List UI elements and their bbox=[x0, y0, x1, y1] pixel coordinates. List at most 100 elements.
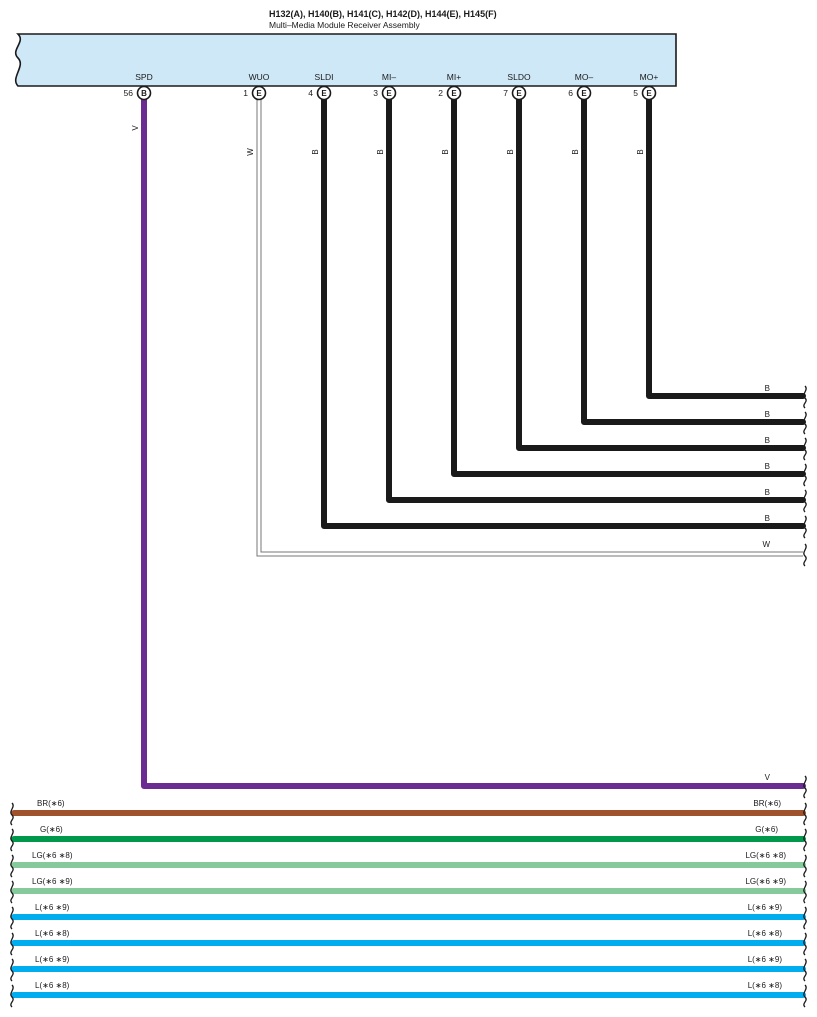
wire-mi-minus bbox=[386, 97, 806, 503]
pin-connector-letter: E bbox=[256, 89, 262, 98]
wire-break-icon bbox=[803, 906, 807, 930]
bus-label-right: L(∗6 ∗8) bbox=[748, 981, 783, 990]
exit-label-sldi: B bbox=[765, 514, 770, 523]
pin-name-mo-minus: MO– bbox=[575, 72, 594, 82]
wire-code-wuo: W bbox=[246, 148, 255, 156]
pin-circle-sldo: E bbox=[511, 85, 527, 101]
pin-number-mi-plus: 2 bbox=[438, 88, 443, 98]
wire-code-sldo: B bbox=[506, 149, 515, 154]
pin-numbers: 56 1 4 3 2 7 6 5 bbox=[124, 88, 639, 98]
wire-break-icon bbox=[10, 932, 14, 956]
wire-break-icon bbox=[10, 828, 14, 852]
pin-circle-mo-plus: E bbox=[641, 85, 657, 101]
wire-break-icon bbox=[10, 802, 14, 826]
pin-circle-sldi: E bbox=[316, 85, 332, 101]
pin-connector-letter: E bbox=[646, 89, 652, 98]
wire-break-icon bbox=[803, 775, 807, 799]
pin-circle-mi-plus: E bbox=[446, 85, 462, 101]
wire-color-codes: V W B B B B B B bbox=[131, 125, 645, 156]
wire-code-sldi: B bbox=[311, 149, 320, 154]
exit-label-mo-minus: B bbox=[765, 410, 770, 419]
wire-break-icon bbox=[803, 854, 807, 878]
exit-label-spd: V bbox=[765, 773, 771, 782]
exit-labels: B B B B B B W V bbox=[762, 384, 770, 782]
bus-label-left: G(∗6) bbox=[40, 825, 63, 834]
pin-connector-letter: E bbox=[581, 89, 587, 98]
wire-mo-minus bbox=[581, 97, 806, 425]
wire-break-icon bbox=[10, 958, 14, 982]
wire-break-icon bbox=[803, 802, 807, 826]
pin-name-mo-plus: MO+ bbox=[640, 72, 659, 82]
pin-names: SPD WUO SLDI MI– MI+ SLDO MO– MO+ bbox=[135, 72, 658, 82]
pin-connector-letter: B bbox=[141, 89, 147, 98]
wires-layer bbox=[10, 97, 807, 1008]
wire-code-mi-plus: B bbox=[441, 149, 450, 154]
pin-number-mo-plus: 5 bbox=[633, 88, 638, 98]
bus-label-left: L(∗6 ∗8) bbox=[35, 981, 70, 990]
pin-connector-letter: E bbox=[451, 89, 457, 98]
wire-code-mi-minus: B bbox=[376, 149, 385, 154]
pin-number-wuo: 1 bbox=[243, 88, 248, 98]
wire-break-icon bbox=[803, 932, 807, 956]
wire-break-icon bbox=[803, 463, 807, 487]
pin-name-mi-plus: MI+ bbox=[447, 72, 461, 82]
bus-label-left: L(∗6 ∗8) bbox=[35, 929, 70, 938]
wire-break-icon bbox=[803, 411, 807, 435]
exit-label-mo-plus: B bbox=[765, 384, 770, 393]
wire-break-icon bbox=[803, 543, 807, 567]
component-name: Multi–Media Module Receiver Assembly bbox=[269, 20, 420, 30]
connector-list: H132(A), H140(B), H141(C), H142(D), H144… bbox=[269, 9, 497, 19]
pin-circle-mi-minus: E bbox=[381, 85, 397, 101]
wire-break-icon bbox=[10, 984, 14, 1008]
bus-label-left: L(∗6 ∗9) bbox=[35, 955, 70, 964]
pin-number-spd: 56 bbox=[124, 88, 134, 98]
bus-label-right: L(∗6 ∗9) bbox=[748, 955, 783, 964]
wire-break-icon bbox=[803, 880, 807, 904]
bus-label-right: G(∗6) bbox=[755, 825, 778, 834]
pin-number-mi-minus: 3 bbox=[373, 88, 378, 98]
bus-label-right: LG(∗6 ∗9) bbox=[745, 877, 786, 886]
wire-break-icon bbox=[803, 828, 807, 852]
bus-label-right: L(∗6 ∗9) bbox=[748, 903, 783, 912]
pin-name-sldo: SLDO bbox=[507, 72, 531, 82]
exit-label-sldo: B bbox=[765, 436, 770, 445]
bus-label-left: LG(∗6 ∗8) bbox=[32, 851, 73, 860]
wire-sldo bbox=[516, 97, 806, 451]
pin-name-mi-minus: MI– bbox=[382, 72, 396, 82]
wire-code-spd: V bbox=[131, 125, 140, 131]
bus-label-right: L(∗6 ∗8) bbox=[748, 929, 783, 938]
pin-number-sldo: 7 bbox=[503, 88, 508, 98]
module-box bbox=[14, 33, 677, 87]
wire-wuo-outline bbox=[260, 100, 803, 553]
wire-break-icon bbox=[803, 984, 807, 1008]
wire-mi-plus bbox=[451, 97, 806, 477]
exit-label-wuo: W bbox=[762, 540, 770, 549]
wire-wuo-outline bbox=[256, 100, 803, 557]
wire-break-icon bbox=[803, 958, 807, 982]
wire-break-icon bbox=[803, 489, 807, 513]
pin-number-sldi: 4 bbox=[308, 88, 313, 98]
bus-label-left: L(∗6 ∗9) bbox=[35, 903, 70, 912]
bus-label-left: BR(∗6) bbox=[37, 799, 65, 808]
exit-label-mi-minus: B bbox=[765, 488, 770, 497]
pin-circle-mo-minus: E bbox=[576, 85, 592, 101]
pin-circle-spd: B bbox=[136, 85, 152, 101]
bus-label-right: LG(∗6 ∗8) bbox=[745, 851, 786, 860]
wire-break-icon bbox=[10, 854, 14, 878]
wire-break-icon bbox=[803, 385, 807, 409]
pin-connector-letter: E bbox=[321, 89, 327, 98]
bus-label-right: BR(∗6) bbox=[753, 799, 781, 808]
bus-labels-right: BR(∗6) G(∗6) LG(∗6 ∗8) LG(∗6 ∗9) L(∗6 ∗9… bbox=[745, 799, 786, 990]
wire-mo-plus bbox=[646, 97, 806, 399]
wire-break-icon bbox=[803, 515, 807, 539]
wire-spd bbox=[141, 97, 806, 789]
wire-code-mo-minus: B bbox=[571, 149, 580, 154]
wire-break-icon bbox=[803, 437, 807, 461]
pin-connectors: B E E E E E E E bbox=[136, 85, 657, 101]
wire-code-mo-plus: B bbox=[636, 149, 645, 154]
pin-name-spd: SPD bbox=[135, 72, 152, 82]
wire-break-icon bbox=[10, 906, 14, 930]
pin-number-mo-minus: 6 bbox=[568, 88, 573, 98]
pin-circle-wuo: E bbox=[251, 85, 267, 101]
